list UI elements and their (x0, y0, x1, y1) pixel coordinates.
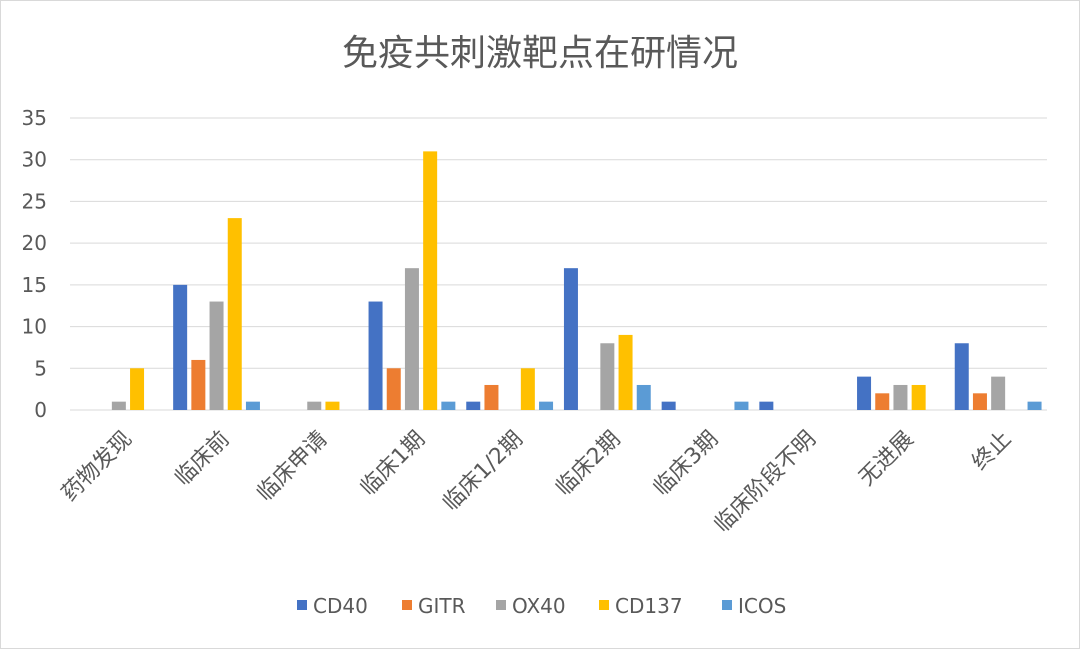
x-tick-label: 临床1/2期 (438, 427, 527, 516)
x-tick-label: 无进展 (854, 427, 918, 491)
y-tick-label: 35 (22, 106, 47, 130)
bar-ox40-3 (404, 268, 419, 410)
legend-swatch-cd137 (599, 600, 609, 610)
x-tick-label: 临床1期 (356, 427, 430, 501)
bar-gitr-4 (484, 384, 499, 410)
bar-gitr-8 (875, 393, 890, 410)
bar-cd40-7 (759, 401, 774, 410)
y-tick-label: 30 (22, 148, 47, 172)
y-tick-label: 20 (22, 231, 47, 255)
x-tick-label: 临床2期 (551, 427, 625, 501)
bar-cd137-5 (618, 334, 633, 410)
bar-cd40-5 (563, 268, 578, 410)
bar-icos-4 (539, 401, 554, 410)
legend-swatch-gitr (402, 600, 412, 610)
bar-gitr-1 (191, 359, 206, 410)
x-tick-label: 药物发现 (57, 427, 137, 507)
y-tick-label: 0 (34, 398, 47, 422)
bar-ox40-9 (991, 376, 1006, 410)
legend-label-cd137: CD137 (615, 594, 683, 618)
y-tick-label: 25 (22, 189, 47, 213)
bar-gitr-9 (972, 393, 987, 410)
bar-cd137-3 (423, 151, 438, 410)
bar-cd40-8 (857, 376, 872, 410)
legend-swatch-icos (722, 600, 732, 610)
bar-icos-1 (245, 401, 260, 410)
bar-cd137-0 (130, 368, 145, 410)
bar-cd40-9 (954, 343, 969, 410)
y-axis-ticks: 0 5 10 15 20 25 30 35 (22, 106, 47, 422)
y-tick-label: 10 (22, 315, 47, 339)
bar-cd137-4 (520, 368, 535, 410)
bar-cd137-1 (227, 218, 242, 410)
legend-swatch-ox40 (496, 600, 506, 610)
legend-label-cd40: CD40 (313, 594, 368, 618)
bar-icos-3 (441, 401, 456, 410)
legend: CD40 GITR OX40 CD137 ICOS (297, 594, 786, 618)
bar-cd137-2 (325, 401, 340, 410)
chart-title: 免疫共刺激靶点在研情况 (342, 33, 738, 74)
legend-label-ox40: OX40 (512, 594, 566, 618)
x-tick-label: 临床前 (170, 427, 234, 491)
bar-cd40-3 (368, 301, 383, 410)
bar-ox40-1 (209, 301, 224, 410)
x-tick-label: 临床阶段不明 (710, 427, 821, 538)
bar-icos-9 (1027, 401, 1042, 410)
bar-ox40-0 (111, 401, 126, 410)
legend-label-icos: ICOS (738, 594, 786, 618)
y-tick-label: 15 (22, 273, 47, 297)
y-tick-label: 5 (34, 356, 47, 380)
bar-ox40-8 (893, 384, 908, 410)
bar-cd40-4 (466, 401, 481, 410)
x-tick-label: 终止 (968, 427, 1017, 476)
bar-icos-6 (734, 401, 749, 410)
bar-ox40-2 (307, 401, 322, 410)
bar-cd40-1 (173, 284, 188, 410)
bar-gitr-3 (386, 368, 401, 410)
legend-swatch-cd40 (297, 600, 307, 610)
bar-icos-5 (636, 384, 651, 410)
legend-label-gitr: GITR (418, 594, 466, 618)
bar-cd137-8 (911, 384, 926, 410)
x-tick-label: 临床申请 (253, 427, 333, 507)
x-tick-label: 临床3期 (649, 427, 723, 501)
bars (111, 151, 1042, 410)
bar-cd40-6 (661, 401, 676, 410)
bar-ox40-5 (600, 343, 615, 410)
